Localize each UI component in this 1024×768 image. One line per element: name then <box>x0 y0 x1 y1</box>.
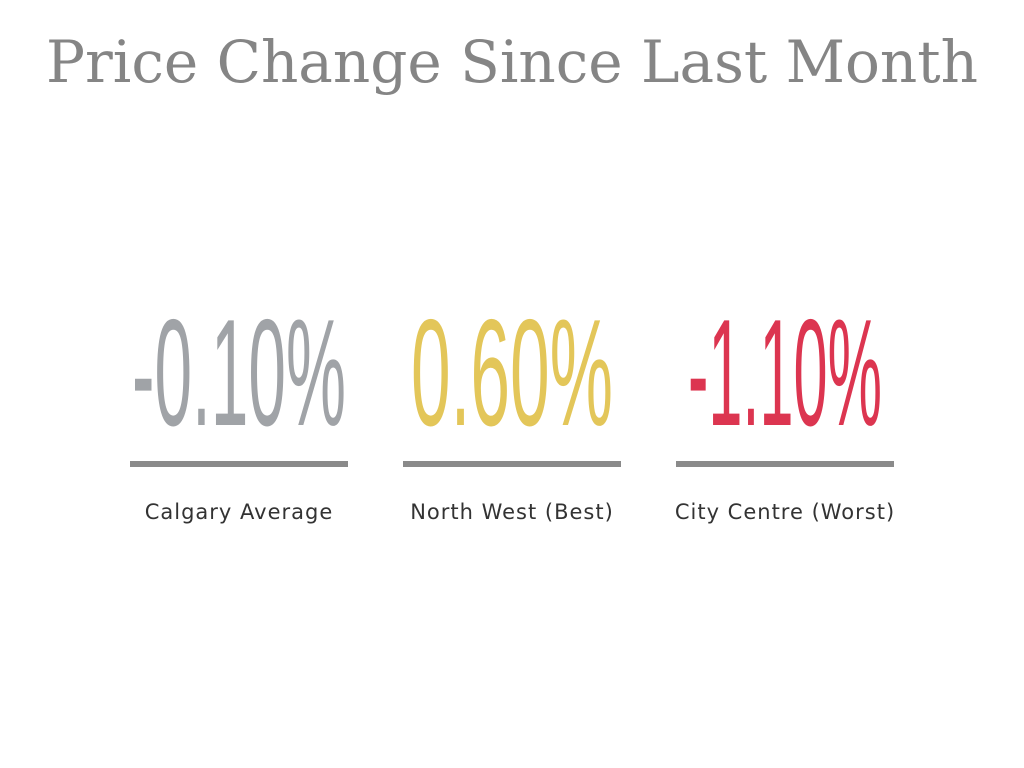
title: Price Change Since Last Month <box>46 28 978 96</box>
stat-label: North West (Best) <box>410 500 614 524</box>
divider <box>130 461 348 467</box>
stat-label: Calgary Average <box>145 500 334 524</box>
stat-value: -1.10% <box>688 288 882 458</box>
stat-value: 0.60% <box>411 288 613 458</box>
stat-value: -0.10% <box>132 288 346 458</box>
stat-label: City Centre (Worst) <box>675 500 895 524</box>
divider <box>403 461 621 467</box>
divider <box>676 461 894 467</box>
